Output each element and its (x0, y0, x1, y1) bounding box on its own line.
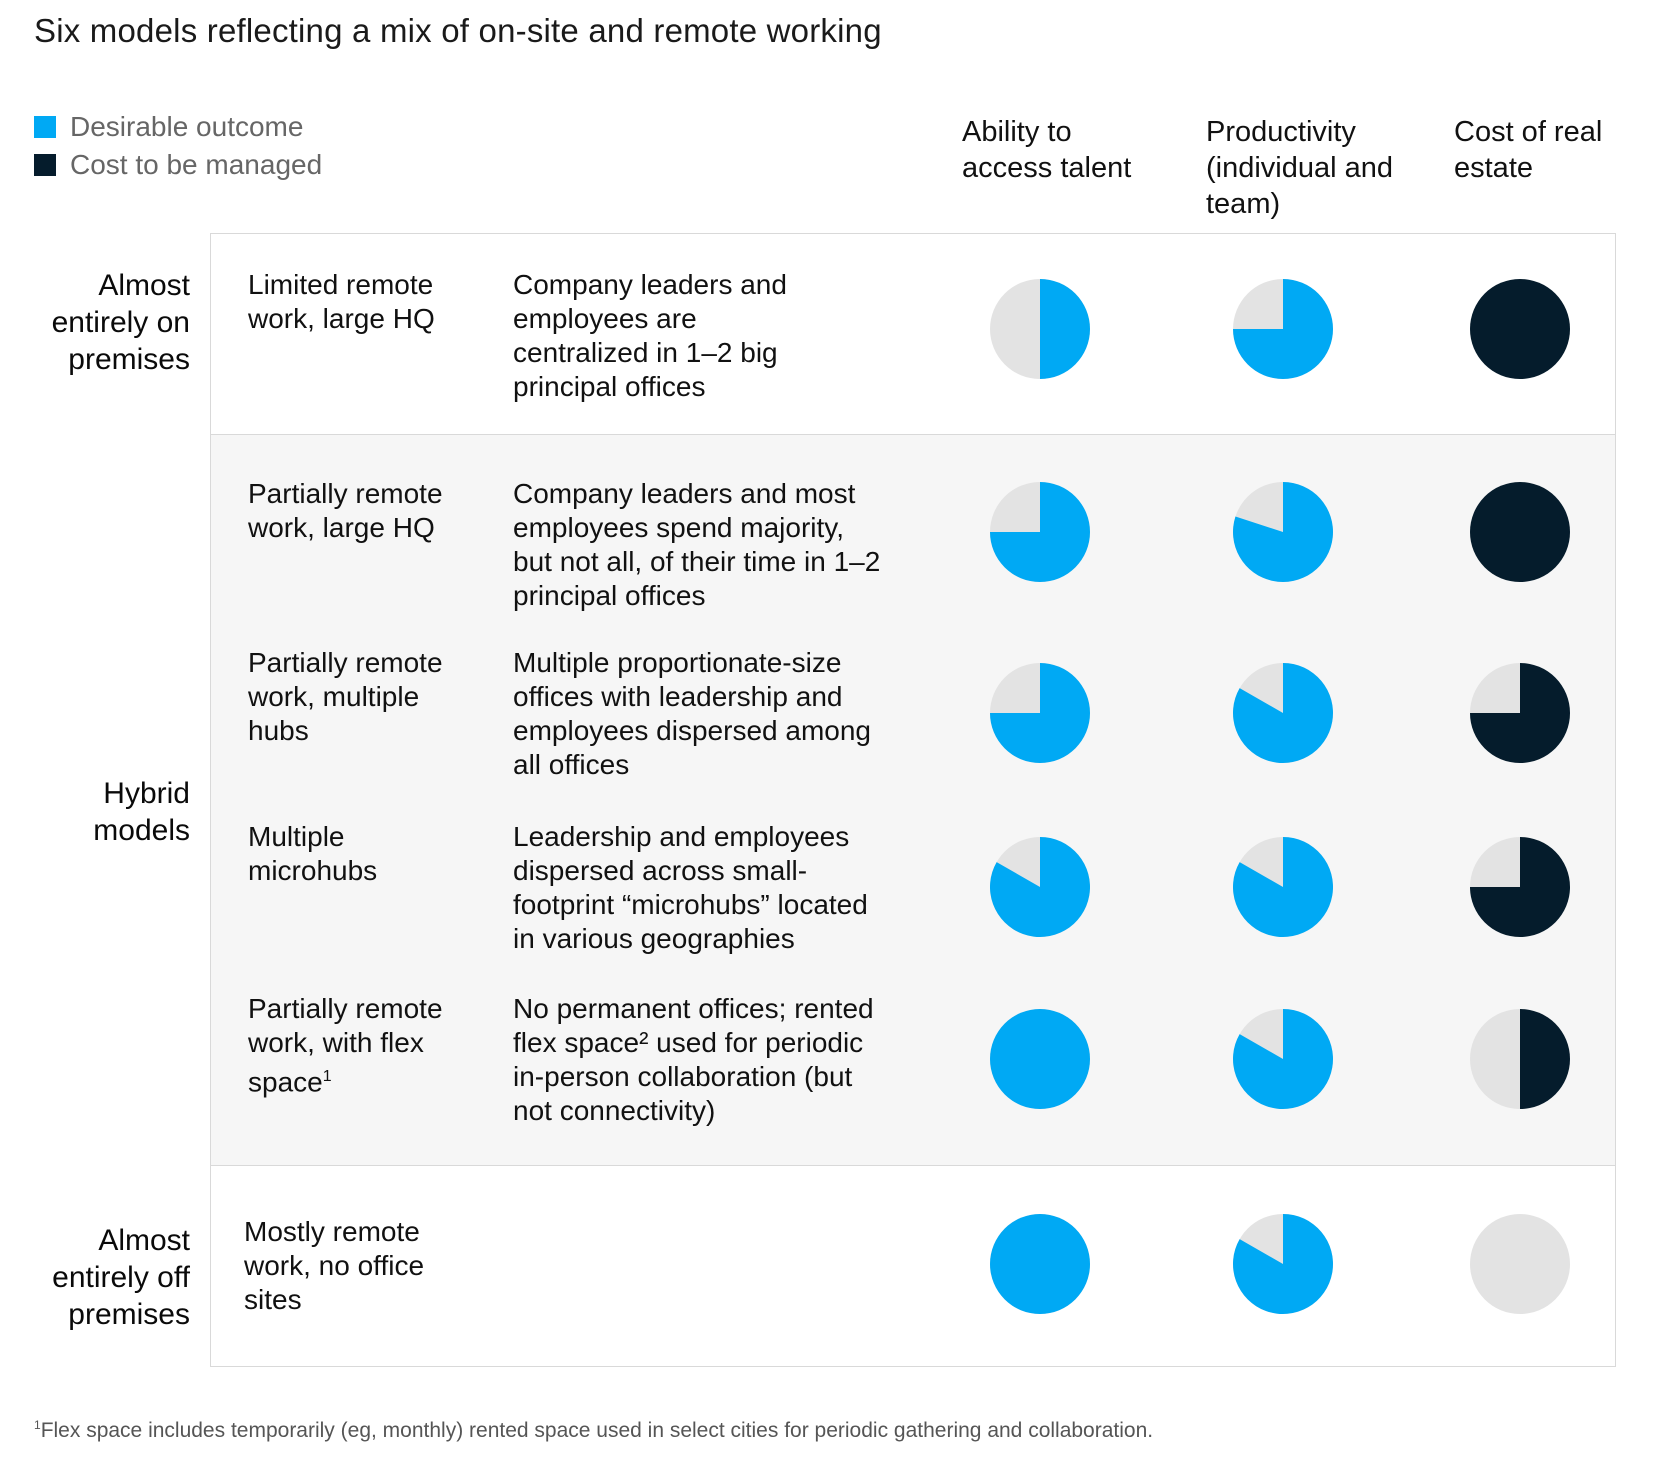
group-label-hybrid: Hybrid models (93, 777, 190, 847)
footnote-text: Flex space includes temporarily (eg, mon… (40, 1419, 1154, 1442)
legend-label-cost: Cost to be managed (70, 149, 323, 180)
band-on-premises (210, 233, 1616, 436)
model-name: Mostly remote work, no office sites (244, 1216, 425, 1315)
legend-label-desirable: Desirable outcome (70, 111, 304, 142)
model-description: No permanent offices; rented flex space²… (513, 993, 874, 1126)
band-off-premises (210, 1165, 1616, 1367)
model-name-text: Partially remote work, with flex space (248, 993, 443, 1098)
model-name: Multiple microhubs (248, 821, 378, 886)
band-hybrid (210, 434, 1616, 1167)
footnote-marker: 1 (322, 1068, 332, 1085)
model-description: Company leaders and most employees spend… (513, 478, 881, 611)
group-label-on-premises: Almost entirely on premises (51, 269, 190, 376)
legend-item-desirable: Desirable outcome (34, 111, 303, 143)
legend-item-cost: Cost to be managed (34, 149, 322, 181)
model-name-with-footnote: Partially remote work, with flex space1 (248, 992, 458, 1099)
column-header-real-estate: Cost of real estate (1454, 116, 1603, 184)
model-description: Leadership and employees dispersed acros… (513, 821, 868, 954)
model-name: Limited remote work, large HQ (248, 269, 435, 334)
model-name: Partially remote work, large HQ (248, 478, 443, 543)
group-label-off-premises: Almost entirely off premises (52, 1224, 190, 1331)
model-name: Partially remote work, multiple hubs (248, 647, 443, 746)
model-description: Multiple proportionate-size offices with… (513, 647, 871, 780)
model-description: Company leaders and employees are centra… (513, 269, 787, 402)
chart-title: Six models reflecting a mix of on-site a… (34, 12, 882, 49)
legend-swatch-cost (34, 154, 56, 176)
legend-swatch-desirable (34, 116, 56, 138)
column-header-talent: Ability to access talent (962, 116, 1132, 184)
footnote-marker: 1 (34, 1418, 41, 1432)
footnote: 1Flex space includes temporarily (eg, mo… (34, 1418, 1153, 1443)
column-header-productivity: Productivity (individual and team) (1206, 116, 1394, 220)
